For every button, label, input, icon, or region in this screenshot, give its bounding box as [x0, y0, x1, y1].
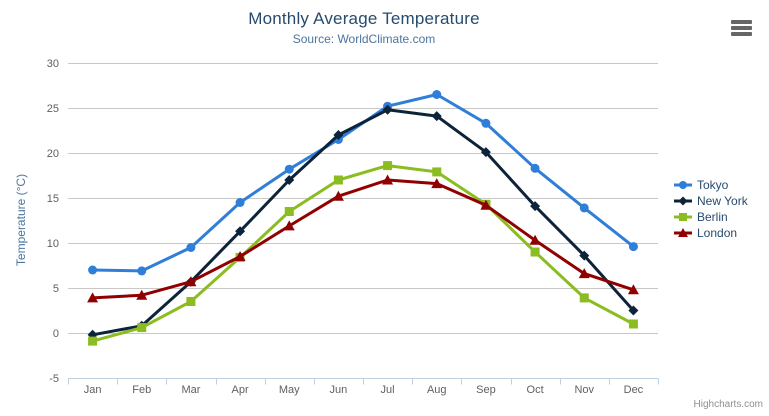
export-menu-button[interactable]	[731, 20, 752, 36]
x-axis-tick-label: Sep	[476, 384, 496, 396]
series-marker-square[interactable]	[579, 293, 589, 303]
series-marker-circle[interactable]	[137, 266, 147, 276]
credits-link[interactable]: Highcharts.com	[693, 399, 763, 410]
y-axis-tick-label: 15	[47, 193, 59, 205]
series-marker-square[interactable]	[88, 336, 98, 346]
gridlines	[68, 63, 658, 379]
series-marker-diamond[interactable]	[382, 104, 393, 115]
series-marker-square[interactable]	[333, 175, 343, 185]
series-marker-circle[interactable]	[186, 243, 196, 252]
series-marker-circle[interactable]	[579, 203, 589, 213]
series-new-york	[87, 104, 639, 340]
series-marker-triangle[interactable]	[578, 268, 590, 279]
series-marker-triangle[interactable]	[431, 178, 443, 189]
series-marker-circle[interactable]	[88, 265, 98, 275]
y-axis-tick-label: 10	[47, 238, 59, 250]
chart-title: Monthly Average Temperature	[248, 9, 480, 28]
legend-item-berlin[interactable]: Berlin	[674, 209, 748, 225]
series-tokyo	[88, 90, 638, 276]
x-axis-tick-label: Aug	[427, 384, 447, 396]
series-marker-diamond[interactable]	[579, 250, 590, 261]
series-marker-diamond[interactable]	[628, 305, 639, 316]
series-line	[91, 178, 635, 300]
series-marker-square[interactable]	[284, 207, 294, 216]
series-marker-square[interactable]	[137, 323, 147, 333]
y-axis-tick-label: 0	[53, 328, 59, 340]
series-marker-circle[interactable]	[432, 90, 442, 99]
series-marker-square[interactable]	[530, 247, 540, 257]
hamburger-icon	[731, 26, 752, 30]
series-marker-circle[interactable]	[530, 163, 540, 173]
series-marker-circle[interactable]	[481, 118, 491, 128]
series-marker-square[interactable]	[186, 297, 196, 306]
series-marker-triangle[interactable]	[87, 292, 99, 303]
axes: -5 0 5 10 15 20 25 30 Jan Feb Mar Apr May Jun Jul Aug Se…	[47, 58, 659, 396]
series-marker-triangle[interactable]	[136, 289, 148, 300]
series-marker-triangle	[678, 228, 688, 237]
hamburger-icon	[731, 20, 752, 24]
series-marker-circle	[679, 181, 687, 189]
series-line	[91, 108, 635, 337]
series-marker-square[interactable]	[383, 161, 393, 171]
y-axis-tick-label: 20	[47, 148, 59, 160]
x-axis-tick-label: Jun	[330, 384, 348, 396]
series-line	[91, 164, 635, 343]
x-axis-tick-label: Mar	[181, 384, 200, 396]
series-marker-circle[interactable]	[235, 198, 245, 207]
legend-marker-square-icon	[674, 213, 692, 221]
series-london	[87, 174, 639, 303]
series-marker-triangle[interactable]	[480, 199, 492, 210]
legend-marker-triangle-icon	[674, 228, 692, 237]
x-axis-tick-label: Dec	[624, 384, 644, 396]
x-axis-tick-label: Jul	[381, 384, 395, 396]
series-marker-diamond[interactable]	[284, 175, 295, 185]
series-marker-square[interactable]	[432, 167, 442, 177]
series-marker-diamond	[678, 196, 688, 206]
legend-label: Tokyo	[697, 178, 729, 192]
series-marker-triangle[interactable]	[185, 276, 197, 287]
legend-label: New York	[697, 194, 748, 208]
legend-item-london[interactable]: London	[674, 225, 748, 241]
x-axis-tick-label: Nov	[574, 384, 594, 396]
x-axis-tick-label: Jan	[84, 384, 102, 396]
series-marker-triangle[interactable]	[627, 284, 639, 295]
legend-label: Berlin	[697, 210, 728, 224]
legend-marker-diamond-icon	[674, 196, 692, 206]
y-axis-tick-label: -5	[49, 373, 59, 385]
series-marker-circle[interactable]	[284, 164, 294, 174]
hamburger-icon	[731, 32, 752, 36]
series-marker-square	[679, 213, 687, 221]
series-marker-triangle[interactable]	[283, 220, 295, 231]
x-axis-tick-label: Apr	[232, 384, 249, 396]
series-marker-diamond[interactable]	[431, 111, 442, 122]
series-marker-triangle[interactable]	[234, 251, 246, 261]
y-axis-title: Temperature (°C)	[14, 174, 28, 266]
series-marker-diamond[interactable]	[480, 147, 491, 158]
legend-marker-circle-icon	[674, 181, 692, 189]
legend-item-new-york[interactable]: New York	[674, 193, 748, 209]
x-axis-tick-label: Oct	[527, 384, 544, 396]
series-marker-diamond[interactable]	[235, 226, 246, 237]
legend-label: London	[697, 226, 738, 240]
series-marker-triangle[interactable]	[529, 234, 541, 245]
series-marker-diamond[interactable]	[333, 130, 344, 140]
chart-subtitle: Source: WorldClimate.com	[292, 32, 436, 46]
y-axis-tick-label: 30	[47, 58, 59, 70]
series-marker-triangle[interactable]	[382, 174, 394, 185]
legend-item-tokyo[interactable]: Tokyo	[674, 177, 748, 193]
series-marker-square[interactable]	[628, 319, 638, 329]
legend: Tokyo New York Berlin London	[674, 177, 748, 241]
x-axis-tick-label: Feb	[132, 384, 151, 396]
x-axis-tick-label: May	[279, 384, 300, 396]
y-axis-tick-label: 25	[47, 103, 59, 115]
series	[87, 90, 639, 346]
series-marker-diamond[interactable]	[530, 201, 541, 212]
y-axis-tick-label: 5	[53, 283, 59, 295]
series-marker-circle[interactable]	[628, 242, 638, 252]
series-marker-triangle[interactable]	[332, 190, 344, 201]
